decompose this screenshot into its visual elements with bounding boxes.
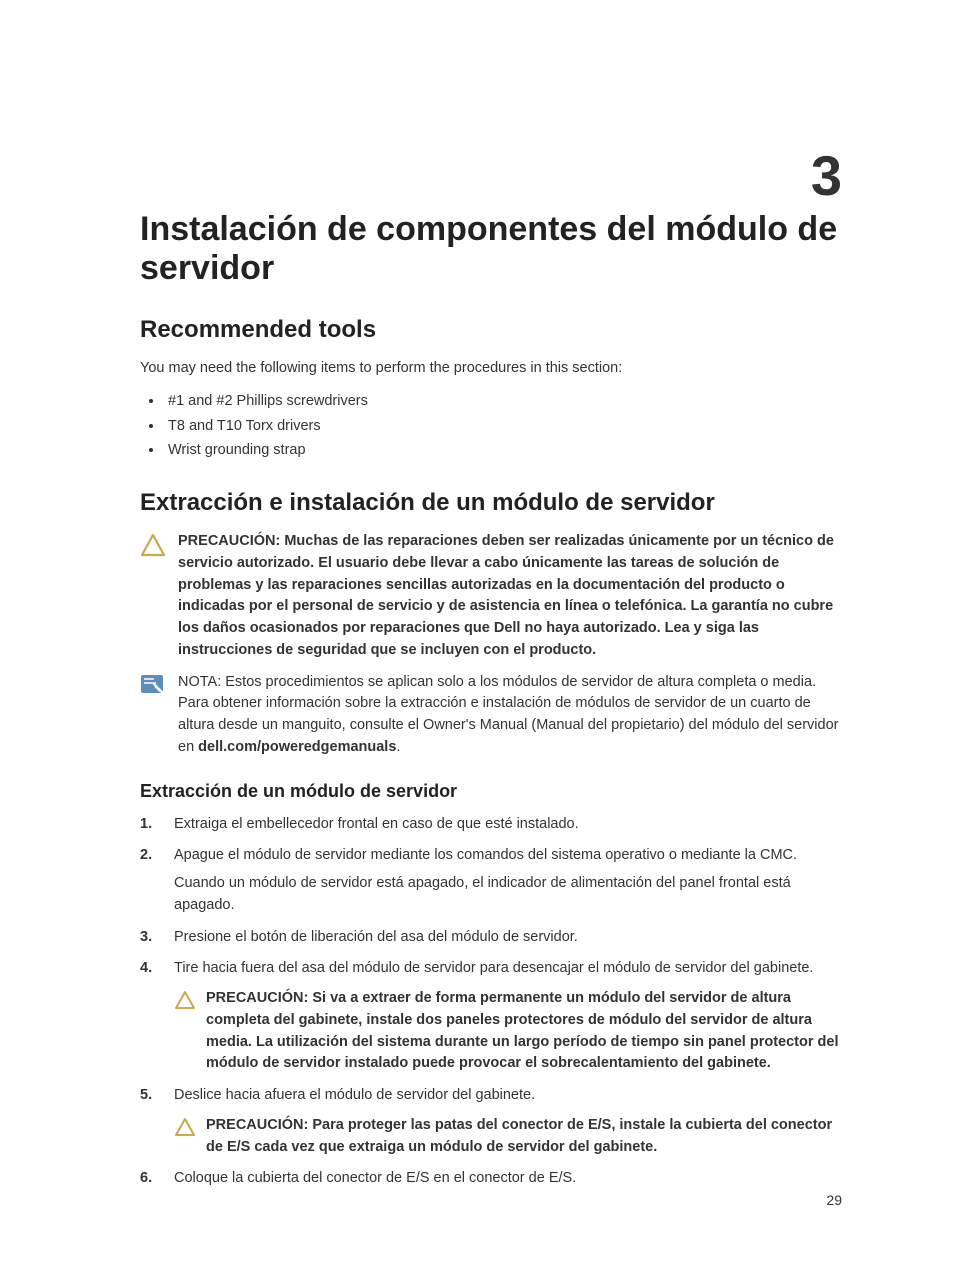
steps-list: Extraiga el embellecedor frontal en caso… bbox=[140, 814, 842, 1191]
caution-lead: PRECAUCIÓN: bbox=[206, 990, 312, 1006]
step-text: Deslice hacia afuera el módulo de servid… bbox=[174, 1087, 535, 1103]
step-text: Coloque la cubierta del conector de E/S … bbox=[174, 1170, 576, 1186]
nested-caution: PRECAUCIÓN: Si va a extraer de forma per… bbox=[174, 988, 842, 1075]
caution-icon bbox=[174, 990, 198, 1018]
caution-text: PRECAUCIÓN: Muchas de las reparaciones d… bbox=[178, 531, 842, 662]
nested-caution-text: PRECAUCIÓN: Para proteger las patas del … bbox=[206, 1115, 842, 1159]
note-body-post: . bbox=[396, 739, 400, 755]
caution-icon bbox=[174, 1117, 198, 1145]
section-heading-tools: Recommended tools bbox=[140, 316, 842, 344]
tools-intro: You may need the following items to perf… bbox=[140, 358, 842, 379]
note-lead: NOTA: bbox=[178, 674, 225, 690]
step-text: Extraiga el embellecedor frontal en caso… bbox=[174, 816, 579, 832]
caution-lead: PRECAUCIÓN: bbox=[206, 1117, 312, 1133]
step-text: Apague el módulo de servidor mediante lo… bbox=[174, 847, 797, 863]
chapter-number: 3 bbox=[811, 148, 842, 204]
caution-notice: PRECAUCIÓN: Muchas de las reparaciones d… bbox=[140, 531, 842, 662]
nested-caution: PRECAUCIÓN: Para proteger las patas del … bbox=[174, 1115, 842, 1159]
step-item: Presione el botón de liberación del asa … bbox=[140, 927, 842, 949]
step-item: Extraiga el embellecedor frontal en caso… bbox=[140, 814, 842, 836]
subsection-heading-removal: Extracción de un módulo de servidor bbox=[140, 781, 842, 802]
list-item: T8 and T10 Torx drivers bbox=[164, 414, 842, 439]
step-item: Coloque la cubierta del conector de E/S … bbox=[140, 1168, 842, 1190]
step-item: Deslice hacia afuera el módulo de servid… bbox=[140, 1085, 842, 1158]
note-text: NOTA: Estos procedimientos se aplican so… bbox=[178, 672, 842, 759]
page-container: 3 Instalación de componentes del módulo … bbox=[0, 0, 954, 1268]
caution-icon bbox=[140, 533, 168, 562]
step-item: Tire hacia fuera del asa del módulo de s… bbox=[140, 958, 842, 1075]
note-notice: NOTA: Estos procedimientos se aplican so… bbox=[140, 672, 842, 759]
section-heading-extract: Extracción e instalación de un módulo de… bbox=[140, 489, 842, 517]
step-subtext: Cuando un módulo de servidor está apagad… bbox=[174, 873, 842, 917]
page-title: Instalación de componentes del módulo de… bbox=[140, 210, 842, 288]
list-item: Wrist grounding strap bbox=[164, 438, 842, 463]
step-text: Tire hacia fuera del asa del módulo de s… bbox=[174, 960, 813, 976]
caution-lead: PRECAUCIÓN: bbox=[178, 533, 284, 549]
step-item: Apague el módulo de servidor mediante lo… bbox=[140, 845, 842, 916]
step-text: Presione el botón de liberación del asa … bbox=[174, 929, 578, 945]
tools-list: #1 and #2 Phillips screwdrivers T8 and T… bbox=[140, 389, 842, 463]
note-link: dell.com/poweredgemanuals bbox=[198, 739, 396, 755]
caution-body: Muchas de las reparaciones deben ser rea… bbox=[178, 533, 834, 658]
nested-caution-text: PRECAUCIÓN: Si va a extraer de forma per… bbox=[206, 988, 842, 1075]
page-number: 29 bbox=[826, 1192, 842, 1208]
list-item: #1 and #2 Phillips screwdrivers bbox=[164, 389, 842, 414]
note-icon bbox=[140, 674, 168, 699]
